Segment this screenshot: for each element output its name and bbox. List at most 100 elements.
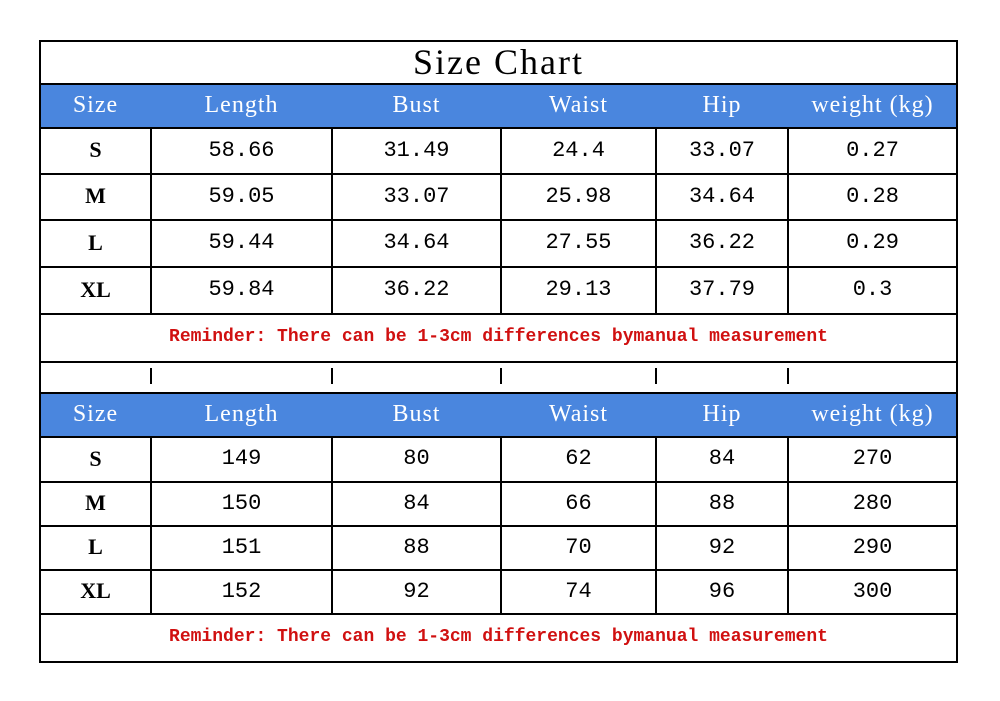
size-label: S <box>89 445 102 471</box>
grid-line <box>787 127 789 173</box>
grid-line <box>40 525 957 527</box>
grid-line <box>655 481 657 525</box>
grid-line <box>331 525 333 569</box>
grid-line <box>40 313 957 315</box>
value-cell: 34.64 <box>383 230 450 255</box>
value-cell: 33.07 <box>383 183 450 209</box>
grid-line <box>150 525 152 569</box>
grid-line <box>40 40 957 42</box>
size-label: S <box>89 137 102 162</box>
grid-line <box>500 368 502 384</box>
grid-line <box>787 173 789 219</box>
grid-line <box>787 368 789 384</box>
grid-line <box>40 613 957 615</box>
column-header: Hip <box>656 393 788 436</box>
grid-line <box>500 569 502 613</box>
grid-line <box>787 481 789 525</box>
value-cell: 37.79 <box>688 277 755 302</box>
grid-line <box>787 219 789 266</box>
value-cell: 0.3 <box>852 277 893 302</box>
column-header: Size <box>40 393 151 436</box>
grid-line <box>500 266 502 313</box>
grid-line <box>500 219 502 266</box>
column-header: weight (kg) <box>788 393 957 436</box>
grid-line <box>500 525 502 569</box>
grid-line <box>787 436 789 481</box>
grid-line <box>331 481 333 525</box>
grid-line <box>500 127 502 173</box>
grid-line <box>40 481 957 483</box>
grid-line <box>655 436 657 481</box>
value-cell: 34.64 <box>688 183 755 209</box>
grid-line <box>787 525 789 569</box>
value-cell: 151 <box>221 534 262 560</box>
grid-line <box>40 173 957 175</box>
value-cell: 24.4 <box>552 137 605 163</box>
size-label: XL <box>80 276 111 302</box>
grid-line <box>40 219 957 221</box>
grid-line <box>150 368 152 384</box>
grid-line <box>40 569 957 571</box>
reminder: Reminder: There can be 1-3cm differences… <box>169 327 828 347</box>
value-cell: 290 <box>852 534 893 560</box>
grid-line <box>500 481 502 525</box>
grid-line <box>787 569 789 613</box>
grid-line <box>655 368 657 384</box>
value-cell: 88 <box>708 490 736 516</box>
grid-line <box>787 266 789 313</box>
grid-line <box>331 219 333 266</box>
grid-line <box>150 266 152 313</box>
column-header: Size <box>40 84 151 127</box>
value-cell: 84 <box>708 446 736 471</box>
value-cell: 152 <box>221 578 262 604</box>
column-header: weight (kg) <box>788 84 957 127</box>
value-cell: 62 <box>565 446 592 471</box>
value-cell: 59.44 <box>208 230 275 255</box>
grid-line <box>331 127 333 173</box>
value-cell: 33.07 <box>688 137 755 163</box>
value-cell: 27.55 <box>545 230 612 255</box>
grid-line <box>655 525 657 569</box>
value-cell: 58.66 <box>208 137 275 163</box>
grid-line <box>40 127 957 129</box>
value-cell: 70 <box>565 534 592 560</box>
column-header: Length <box>151 393 332 436</box>
grid-line <box>655 569 657 613</box>
value-cell: 92 <box>708 534 736 560</box>
grid-line <box>40 83 957 85</box>
value-cell: 0.29 <box>846 230 899 255</box>
value-cell: 149 <box>221 446 262 471</box>
size-label: L <box>88 534 103 559</box>
grid-line <box>40 361 957 363</box>
grid-line <box>655 266 657 313</box>
value-cell: 270 <box>852 446 893 471</box>
value-cell: 29.13 <box>545 277 612 302</box>
size-label: M <box>85 183 106 208</box>
column-header: Bust <box>332 393 501 436</box>
grid-line <box>150 569 152 613</box>
column-header: Length <box>151 84 332 127</box>
value-cell: 84 <box>403 490 430 516</box>
value-cell: 74 <box>565 578 592 604</box>
value-cell: 36.22 <box>383 277 450 302</box>
size-label: M <box>85 490 106 515</box>
grid-line <box>150 436 152 481</box>
grid-line <box>40 661 957 663</box>
value-cell: 280 <box>852 490 893 516</box>
value-cell: 300 <box>852 578 893 604</box>
grid-line <box>655 219 657 266</box>
grid-line <box>40 436 957 438</box>
grid-line <box>500 436 502 481</box>
value-cell: 59.84 <box>208 277 275 302</box>
grid-line <box>331 266 333 313</box>
value-cell: 92 <box>403 578 430 604</box>
title: Size Chart <box>413 42 584 82</box>
grid-line <box>500 173 502 219</box>
grid-line <box>331 173 333 219</box>
grid-line <box>40 392 957 394</box>
reminder: Reminder: There can be 1-3cm differences… <box>169 627 828 647</box>
value-cell: 36.22 <box>688 230 755 255</box>
grid-line <box>956 40 958 362</box>
grid-line <box>39 361 41 661</box>
grid-line <box>150 127 152 173</box>
